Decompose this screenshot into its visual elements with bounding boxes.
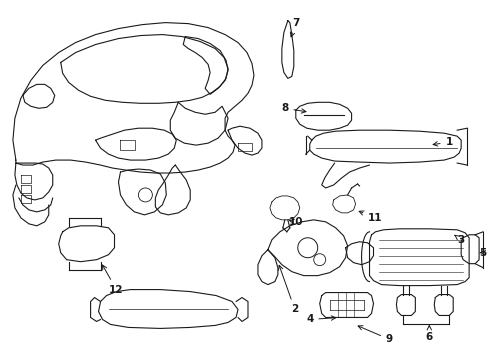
Text: 5: 5 [479, 248, 487, 258]
Text: 6: 6 [426, 325, 433, 342]
Text: 4: 4 [306, 314, 336, 324]
Text: 12: 12 [102, 265, 124, 294]
Text: 2: 2 [278, 265, 298, 315]
Text: 9: 9 [358, 326, 393, 345]
Text: 8: 8 [281, 103, 306, 113]
Text: 10: 10 [289, 217, 303, 227]
Text: 7: 7 [291, 18, 299, 37]
Text: 1: 1 [433, 137, 453, 147]
Text: 11: 11 [359, 211, 383, 223]
Text: 3: 3 [455, 235, 465, 245]
